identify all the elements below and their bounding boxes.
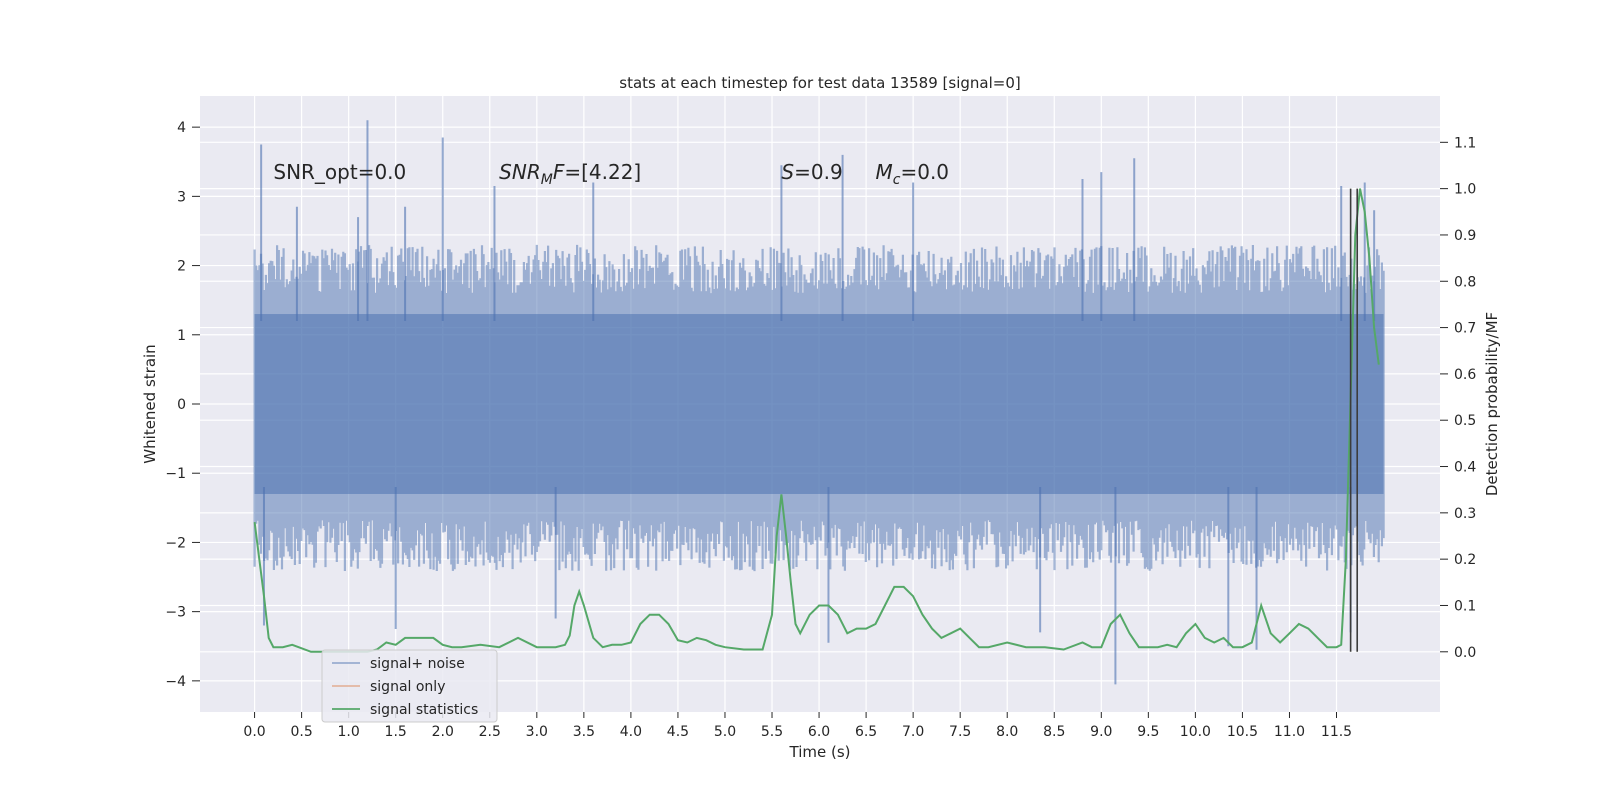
y-right-tick-label-6: 0.6 [1454,367,1476,383]
x-axis-ticks: 0.0 0.5 1.0 1.5 2.0 2.5 3.0 3.5 4.0 4.5 5.0 5.5 6.0 6… [243,712,1352,740]
y-right-tick-label-11: 1.1 [1454,135,1476,151]
x-tick-label-0: 0.0 [243,724,265,740]
annotation-3-part-2: =0.0 [900,160,949,184]
x-tick-label-6: 3.0 [526,724,548,740]
x-tick-label-22: 11.0 [1274,724,1305,740]
annotation-1-part-3: =[4.22] [564,160,641,184]
x-tick-label-23: 11.5 [1321,724,1352,740]
y-tick-label-4: 0 [177,397,186,413]
y-right-tick-label-7: 0.7 [1454,321,1476,337]
noise-core [254,314,1384,494]
x-tick-label-3: 1.5 [385,724,407,740]
x-tick-label-4: 2.0 [432,724,454,740]
x-tick-label-2: 1.0 [338,724,360,740]
y-right-tick-label-2: 0.2 [1454,552,1476,568]
annotation-1-part-2: F [553,160,565,184]
y-right-tick-label-9: 0.9 [1454,228,1476,244]
x-tick-label-5: 2.5 [479,724,501,740]
y-tick-label-8: 4 [177,120,186,136]
x-tick-label-14: 7.0 [902,724,924,740]
chart-annotations: SNR_opt=0.0 SNRMF=[4.22] S=0.9 Mc=0.0 [273,160,949,188]
y-tick-label-7: 3 [177,189,186,205]
chart-title: stats at each timestep for test data 135… [619,74,1020,92]
annotation-1-part-0: SNR [499,160,541,184]
x-tick-label-16: 8.0 [996,724,1018,740]
y-tick-label-1: −3 [165,605,186,621]
x-axis-label: Time (s) [789,743,851,761]
x-tick-label-15: 7.5 [949,724,971,740]
y-right-axis-ticks: 0.0 0.1 0.2 0.3 0.4 0.5 0.6 0.7 0.8 0.9 1.0 1.1 [1440,135,1476,661]
x-tick-label-11: 5.5 [761,724,783,740]
y-axis-ticks: −4 −3 −2 −1 0 1 2 3 4 [165,120,200,690]
x-tick-label-18: 9.0 [1090,724,1112,740]
annotation-2: S=0.9 [781,160,842,184]
y-tick-label-3: −1 [165,466,186,482]
y-tick-label-6: 2 [177,259,186,275]
y-right-tick-label-0: 0.0 [1454,645,1476,661]
y-right-tick-label-3: 0.3 [1454,506,1476,522]
y-right-axis-label: Detection probability/MF [1483,312,1501,496]
x-tick-label-9: 4.5 [667,724,689,740]
legend-label-signal-statistics: signal statistics [370,702,478,718]
x-tick-label-10: 5.0 [714,724,736,740]
annotation-3-part-1: c [893,172,901,188]
detection-markers [1349,188,1359,652]
y-axis-label: Whitened strain [141,344,159,463]
x-tick-label-12: 6.0 [808,724,830,740]
x-tick-label-21: 10.5 [1227,724,1258,740]
y-right-tick-label-4: 0.4 [1454,460,1476,476]
annotation-2-part-1: =0.9 [794,160,843,184]
x-tick-label-1: 0.5 [290,724,312,740]
legend-label-signal-only: signal only [370,679,445,695]
annotation-3: Mc=0.0 [876,160,950,188]
annotation-3-part-0: M [876,160,893,184]
x-tick-label-20: 10.0 [1180,724,1211,740]
y-right-tick-label-10: 1.0 [1454,182,1476,198]
x-tick-label-17: 8.5 [1043,724,1065,740]
x-tick-label-19: 9.5 [1137,724,1159,740]
y-tick-label-0: −4 [165,674,186,690]
y-right-tick-label-8: 0.8 [1454,274,1476,290]
signal-statistics-series [253,188,1380,653]
noise-spikes [260,120,1376,685]
y-right-tick-label-1: 0.1 [1454,598,1476,614]
y-tick-label-5: 1 [177,328,186,344]
annotation-0: SNR_opt=0.0 [273,160,406,184]
x-tick-label-7: 3.5 [573,724,595,740]
x-tick-label-13: 6.5 [855,724,877,740]
signal-statistics-line [253,188,1380,653]
y-tick-label-2: −2 [165,535,186,551]
annotation-2-part-0: S [781,160,794,184]
signal-noise-series [253,244,1385,572]
x-tick-label-8: 4.0 [620,724,642,740]
annotation-1-part-1: M [541,172,553,188]
annotation-1: SNRMF=[4.22] [499,160,641,188]
y-right-tick-label-5: 0.5 [1454,413,1476,429]
legend: signal+ noise signal only signal statist… [321,649,498,723]
legend-box [321,649,498,723]
legend-label-signal-noise: signal+ noise [370,656,465,672]
annotation-0-part-0: SNR_opt=0.0 [273,160,406,184]
